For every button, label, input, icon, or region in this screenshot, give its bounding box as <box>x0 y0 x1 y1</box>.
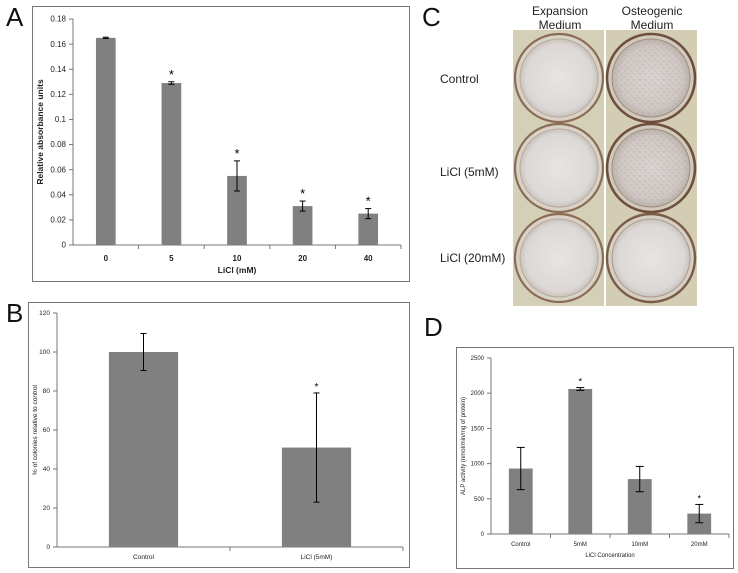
culture-plate-photo <box>513 30 697 306</box>
column-header-osteogenic-line2: Medium <box>630 18 674 32</box>
chart-a-y-tick-label: 0.02 <box>50 216 66 225</box>
chart-a-bar <box>358 213 379 245</box>
chart-a-y-axis-label: Relative absorbance units <box>35 79 45 185</box>
well-expansion-control <box>513 32 605 124</box>
chart-a-bar <box>161 83 182 246</box>
panel-label-d: D <box>424 312 443 342</box>
row-label-licl-20mm: LiCl (20mM) <box>440 251 506 265</box>
chart-d-x-tick-label: 10mM <box>631 542 648 548</box>
chart-b-frame: 0 20 40 60 80 100 120 Control LiCl (5mM) * % of co… <box>28 302 410 568</box>
chart-a-x-tick-label: 40 <box>364 254 373 263</box>
chart-a-y-tick-label: 0 <box>62 241 67 250</box>
well-expansion-licl-5mm <box>513 122 605 214</box>
chart-d-x-tick-label: 5mM <box>574 542 587 548</box>
column-header-osteogenic: Osteogenic Medium <box>606 4 698 32</box>
chart-a-y-tick-label: 0.16 <box>50 40 66 49</box>
panel-label-b: B <box>6 298 24 328</box>
column-header-expansion-line2: Medium <box>538 18 582 32</box>
well-expansion-licl-20mm <box>513 212 605 304</box>
chart-a-y-tick-label: 0.14 <box>50 65 66 74</box>
chart-d-bar <box>508 468 533 534</box>
chart-a-y-tick-label: 0.06 <box>50 165 66 174</box>
chart-d-y-tick-label: 500 <box>474 497 485 503</box>
chart-a-significance-marker: * <box>234 146 239 161</box>
chart-d-y-tick-label: 1500 <box>471 426 485 432</box>
chart-b-y-tick-label: 80 <box>43 388 51 395</box>
chart-b-y-tick-label: 0 <box>46 544 50 551</box>
chart-a-x-axis-label: LiCl (mM) <box>218 265 257 275</box>
well-osteogenic-licl-20mm <box>605 212 697 304</box>
chart-b-bar <box>108 352 179 547</box>
chart-b-y-tick-label: 60 <box>43 427 51 434</box>
chart-a-x-tick-label: 5 <box>169 254 174 263</box>
chart-d-significance-marker: * <box>578 377 582 387</box>
chart-d-bar <box>627 479 652 534</box>
chart-a-bar <box>292 206 313 245</box>
chart-a-bar <box>227 175 247 245</box>
chart-b: 0 20 40 60 80 100 120 Control LiCl (5mM) * % of co… <box>32 310 404 561</box>
chart-d-significance-marker: * <box>697 493 701 503</box>
chart-d-y-tick-label: 2500 <box>471 356 485 362</box>
well-osteogenic-licl-5mm <box>605 122 697 214</box>
chart-a-y-tick-label: 0.08 <box>50 140 66 149</box>
panel-label-c: C <box>422 2 441 32</box>
chart-d-y-tick-label: 1000 <box>471 462 485 468</box>
panel-label-a: A <box>6 2 24 32</box>
chart-a-significance-marker: * <box>366 194 371 209</box>
chart-d-frame: 0 500 1000 1500 2000 2500 Control 5mM * 10mM 20mM *… <box>456 347 734 569</box>
chart-b-significance-marker: * <box>315 382 319 393</box>
chart-b-y-tick-label: 120 <box>39 310 50 317</box>
column-header-expansion-line1: Expansion <box>531 4 589 18</box>
chart-b-y-tick-label: 20 <box>43 505 51 512</box>
chart-a-significance-marker: * <box>169 67 174 82</box>
chart-a-y-tick-label: 0.12 <box>50 90 66 99</box>
chart-d-x-axis-label: LiCl Concentration <box>585 553 634 559</box>
chart-b-y-tick-label: 40 <box>43 466 51 473</box>
chart-b-y-tick-label: 100 <box>39 349 50 356</box>
chart-d-bar <box>568 388 593 534</box>
row-label-licl-5mm: LiCl (5mM) <box>440 165 499 179</box>
well-osteogenic-control <box>605 32 697 124</box>
chart-a-y-tick-label: 0.18 <box>50 15 66 24</box>
chart-a-bar <box>95 37 116 245</box>
chart-a-x-tick-label: 0 <box>104 254 109 263</box>
chart-a-y-tick-label: 0.04 <box>50 190 66 199</box>
chart-d-bar <box>687 513 712 534</box>
chart-a-frame: 0 0.02 0.04 0.06 0.08 0.1 0.12 0.14 0.16 0.18 0 5 * 1… <box>32 6 410 282</box>
chart-b-y-axis-label: % of colonies relative to control <box>32 384 39 475</box>
chart-d-y-axis-label: ALP activity (nmol/min/mg of protein) <box>461 397 467 495</box>
row-label-control: Control <box>440 72 479 86</box>
chart-a-significance-marker: * <box>300 186 305 201</box>
chart-a-y-tick-label: 0.1 <box>55 115 67 124</box>
chart-d-x-tick-label: 20mM <box>691 542 708 548</box>
chart-d-x-tick-label: Control <box>511 542 530 548</box>
chart-b-x-tick-label: LiCl (5mM) <box>301 554 333 561</box>
column-header-expansion: Expansion Medium <box>514 4 606 32</box>
chart-d-y-tick-label: 2000 <box>471 391 485 397</box>
chart-a-x-tick-label: 20 <box>298 254 307 263</box>
chart-d: 0 500 1000 1500 2000 2500 Control 5mM * 10mM 20mM *… <box>461 356 730 559</box>
chart-a-x-tick-label: 10 <box>233 254 242 263</box>
chart-b-x-tick-label: Control <box>133 554 155 561</box>
column-header-osteogenic-line1: Osteogenic <box>621 4 683 18</box>
chart-d-y-tick-label: 0 <box>481 532 485 538</box>
chart-a: 0 0.02 0.04 0.06 0.08 0.1 0.12 0.14 0.16 0.18 0 5 * 1… <box>35 15 402 275</box>
